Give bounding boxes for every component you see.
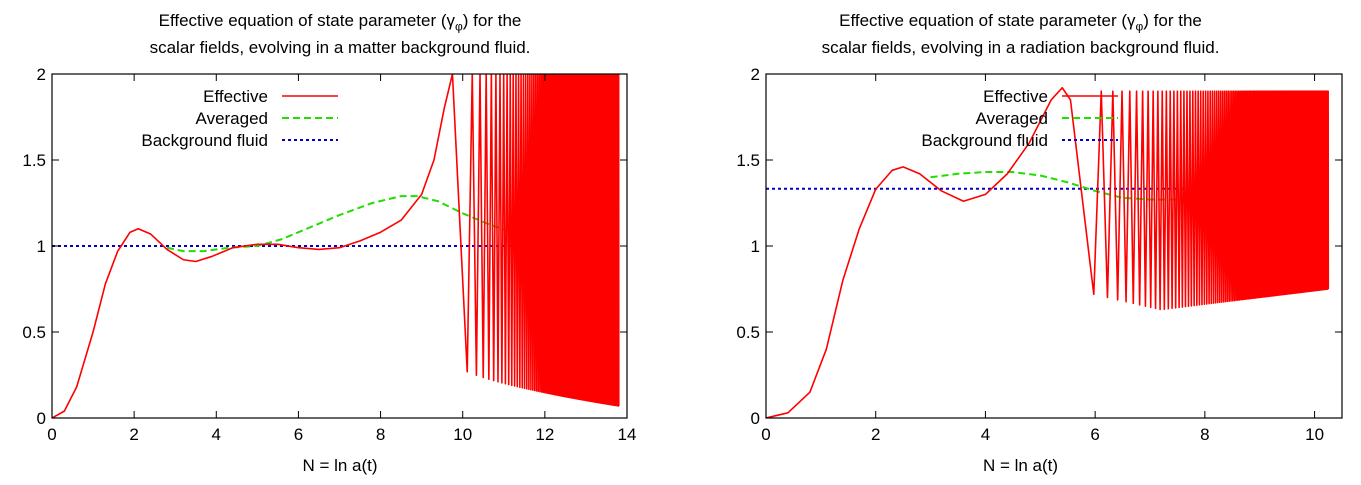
chart-title-line2: scalar fields, evolving in a matter back… <box>149 38 531 58</box>
chart-panel-radiation: Effective equation of state parameter (γ… <box>680 0 1361 485</box>
y-tick-label: 0.5 <box>736 323 760 342</box>
legend-label-effective: Effective <box>203 87 268 106</box>
chart-title-part1: Effective equation of state parameter (γ <box>158 11 456 30</box>
chart-title-part1: Effective equation of state parameter (γ <box>839 11 1136 30</box>
x-tick-label: 6 <box>294 425 303 444</box>
y-tick-label: 2 <box>751 65 760 84</box>
legend-label-background-fluid: Background fluid <box>921 131 1048 150</box>
chart-panel-matter: Effective equation of state parameter (γ… <box>0 0 680 485</box>
x-tick-label: 0 <box>761 425 770 444</box>
x-axis-label: N = ln a(t) <box>982 456 1059 475</box>
y-tick-label: 0 <box>751 409 760 428</box>
x-tick-label: 4 <box>212 425 221 444</box>
x-tick-label: 8 <box>1200 425 1209 444</box>
chart-title-line2: scalar fields, evolving in a radiation b… <box>821 38 1220 58</box>
chart-title-part2: ) for the <box>462 11 522 30</box>
legend-label-averaged: Averaged <box>976 109 1048 128</box>
plot-area: 0 2 4 6 8 10 12 14 0 0.5 1 1.5 2 Effective Averaged Bac… <box>22 65 637 444</box>
series-line-effective <box>766 86 1330 418</box>
y-tick-label: 2 <box>37 65 46 84</box>
y-tick-label: 0 <box>37 409 46 428</box>
x-tick-label: 10 <box>453 425 472 444</box>
x-tick-label: 12 <box>535 425 554 444</box>
series-line-effective <box>52 74 620 418</box>
y-tick-label: 1 <box>37 237 46 256</box>
x-tick-label: 4 <box>981 425 990 444</box>
chart-title-subscript: φ <box>1135 19 1144 34</box>
chart-title: Effective equation of state parameter (γ… <box>0 10 680 58</box>
legend-label-averaged: Averaged <box>196 109 268 128</box>
x-tick-label: 14 <box>618 425 637 444</box>
y-tick-label: 1.5 <box>22 151 46 170</box>
chart-title-subscript: φ <box>455 19 463 34</box>
x-tick-label: 2 <box>871 425 880 444</box>
y-tick-label: 1.5 <box>736 151 760 170</box>
x-tick-label: 2 <box>129 425 138 444</box>
x-tick-label: 10 <box>1305 425 1324 444</box>
chart-title: Effective equation of state parameter (γ… <box>680 10 1361 58</box>
x-tick-label: 8 <box>376 425 385 444</box>
y-tick-label: 0.5 <box>22 323 46 342</box>
y-tick-label: 1 <box>751 237 760 256</box>
legend-label-background-fluid: Background fluid <box>141 131 268 150</box>
chart-title-part2: ) for the <box>1143 11 1202 30</box>
x-axis-label: N = ln a(t) <box>302 456 378 475</box>
plot-area: 0 2 4 6 8 10 0 0.5 1 1.5 2 Effective Averaged Backgro… <box>736 65 1343 444</box>
x-tick-label: 6 <box>1090 425 1099 444</box>
legend-label-effective: Effective <box>983 87 1048 106</box>
x-tick-label: 0 <box>47 425 56 444</box>
